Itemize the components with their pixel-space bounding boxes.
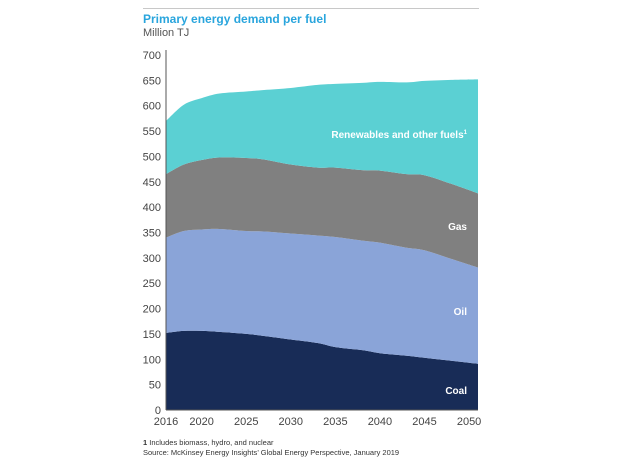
area-oil bbox=[166, 228, 478, 364]
y-tick-label: 200 bbox=[143, 304, 161, 316]
y-tick-label: 0 bbox=[155, 405, 161, 417]
y-tick-label: 50 bbox=[149, 380, 161, 392]
axes: 0 50 100 150 200 250 300 350 400 450 500 550 600 650 7… bbox=[143, 50, 481, 428]
y-tick-label: 100 bbox=[143, 354, 161, 366]
area-layers bbox=[166, 79, 478, 410]
y-tick-label: 500 bbox=[143, 151, 161, 163]
y-tick-label: 700 bbox=[143, 50, 161, 62]
x-tick-label: 2016 bbox=[154, 416, 178, 428]
x-tick-label: 2025 bbox=[234, 416, 258, 428]
x-tick-label: 2050 bbox=[457, 416, 481, 428]
x-tick-label: 2020 bbox=[189, 416, 213, 428]
y-tick-label: 250 bbox=[143, 278, 161, 290]
x-tick-label: 2030 bbox=[279, 416, 303, 428]
series-labels: Coal Oil Gas Renewables and other fuels1 bbox=[331, 130, 467, 397]
y-tick-label: 300 bbox=[143, 253, 161, 265]
top-rule bbox=[143, 8, 479, 9]
series-label-renewables-and-other-fuels: Renewables and other fuels1 bbox=[331, 130, 467, 141]
series-label-coal: Coal bbox=[445, 386, 467, 397]
y-tick-label: 550 bbox=[143, 126, 161, 138]
y-tick-label: 450 bbox=[143, 177, 161, 189]
series-label-gas: Gas bbox=[448, 222, 467, 233]
y-tick-label: 350 bbox=[143, 228, 161, 240]
area-coal bbox=[166, 330, 478, 410]
x-tick-label: 2040 bbox=[368, 416, 392, 428]
footnote-text: Includes biomass, hydro, and nuclear bbox=[147, 438, 274, 447]
source-note: Source: McKinsey Energy Insights’ Global… bbox=[143, 448, 400, 457]
footnote: 1 Includes biomass, hydro, and nuclear bbox=[143, 438, 274, 448]
area-gas bbox=[166, 157, 478, 268]
y-tick-label: 150 bbox=[143, 329, 161, 341]
series-label-oil: Oil bbox=[454, 307, 468, 318]
chart-subtitle: Million TJ bbox=[143, 27, 190, 39]
footnote-marker: 1 bbox=[143, 438, 148, 447]
y-tick-label: 600 bbox=[143, 101, 161, 113]
x-tick-label: 2035 bbox=[323, 416, 347, 428]
area-renewables-and-other-fuels bbox=[166, 79, 478, 194]
y-tick-label: 400 bbox=[143, 202, 161, 214]
y-tick-label: 650 bbox=[143, 75, 161, 87]
x-tick-label: 2045 bbox=[412, 416, 436, 428]
chart-title: Primary energy demand per fuel bbox=[143, 12, 327, 26]
